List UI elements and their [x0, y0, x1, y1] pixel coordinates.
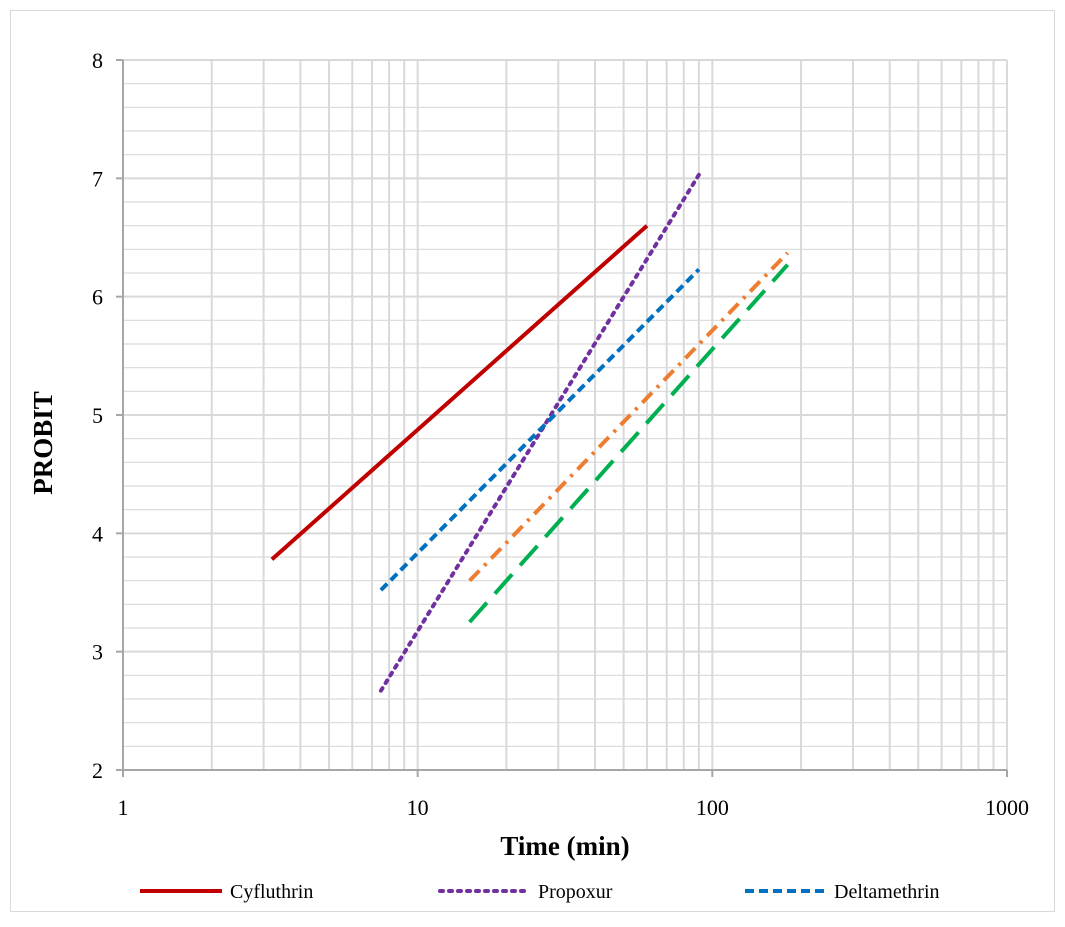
y-tick-label: 2 [92, 758, 103, 783]
series-line-deltamethrin [379, 267, 701, 592]
x-tick-label: 1000 [985, 795, 1029, 820]
legend-label-propoxur: Propoxur [538, 881, 613, 903]
series-line-unnamed-3 [468, 251, 790, 583]
chart-area-border [10, 10, 1055, 912]
y-axis-title: PROBIT [28, 391, 58, 495]
legend-label-deltamethrin: Deltamethrin [834, 881, 940, 903]
x-tick-label: 100 [696, 795, 729, 820]
x-axis-title: Time (min) [500, 831, 629, 861]
series-line-unnamed-4 [468, 263, 790, 624]
axes [116, 59, 1008, 777]
series-line-propoxur [378, 172, 701, 693]
tick-labels: 2 3 4 5 6 7 8 1 10 100 1000 [92, 48, 1029, 820]
y-tick-label: 6 [92, 285, 103, 310]
y-tick-label: 3 [92, 640, 103, 665]
x-tick-label: 1 [118, 795, 129, 820]
y-tick-label: 8 [92, 48, 103, 73]
legend-label-cyfluthrin: Cyfluthrin [230, 881, 313, 903]
y-tick-label: 4 [92, 521, 103, 546]
series-line-cyfluthrin [270, 224, 649, 561]
series-lines [270, 172, 790, 693]
x-tick-label: 10 [407, 795, 429, 820]
legend: Cyfluthrin Propoxur Deltamethrin [140, 881, 940, 903]
gridlines [123, 59, 1008, 770]
y-tick-label: 5 [92, 403, 103, 428]
y-tick-label: 7 [92, 166, 103, 191]
